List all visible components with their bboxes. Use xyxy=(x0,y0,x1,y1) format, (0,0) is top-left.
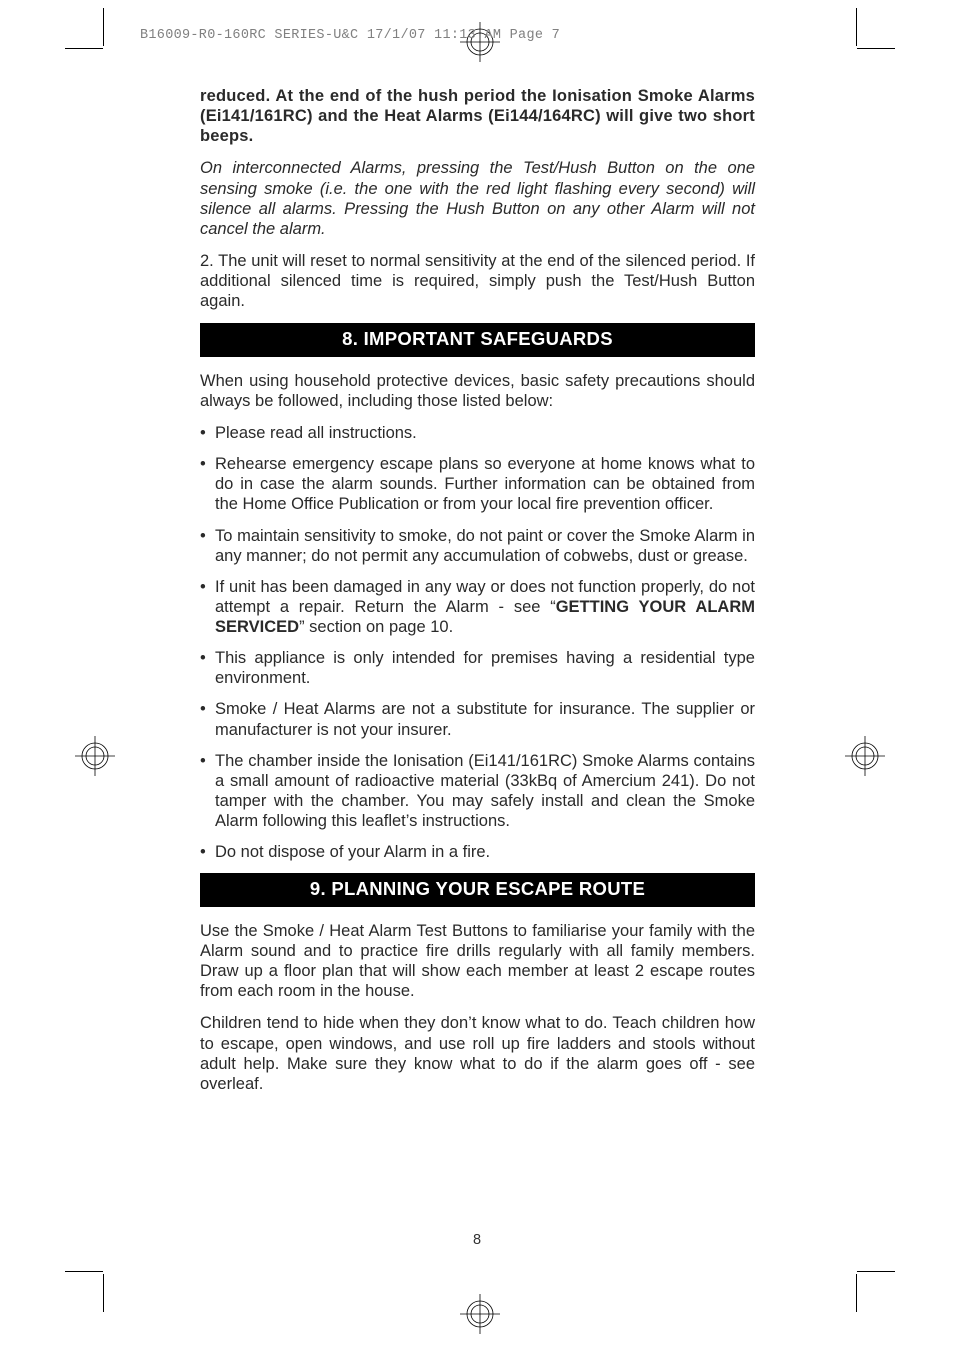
safeguard-text-part: ” section on page 10. xyxy=(299,618,453,636)
crop-mark xyxy=(857,1271,895,1272)
list-item: • The chamber inside the Ionisation (Ei1… xyxy=(200,751,755,832)
safeguard-text: This appliance is only intended for prem… xyxy=(215,648,755,688)
section-8-heading: 8. IMPORTANT SAFEGUARDS xyxy=(200,323,755,357)
section-9-paragraph-1: Use the Smoke / Heat Alarm Test Buttons … xyxy=(200,921,755,1002)
safeguards-list: • Please read all instructions. • Rehear… xyxy=(200,423,755,862)
safeguard-text: Do not dispose of your Alarm in a fire. xyxy=(215,842,755,862)
crop-mark xyxy=(65,1271,103,1272)
crop-mark xyxy=(857,48,895,49)
bullet-icon: • xyxy=(200,526,215,566)
list-item: • To maintain sensitivity to smoke, do n… xyxy=(200,526,755,566)
crop-mark xyxy=(65,48,103,49)
continued-bold-paragraph: reduced. At the end of the hush period t… xyxy=(200,86,755,146)
bullet-icon: • xyxy=(200,454,215,514)
crop-mark xyxy=(856,1274,857,1312)
safeguard-text: Rehearse emergency escape plans so every… xyxy=(215,454,755,514)
step-2-paragraph: 2. The unit will reset to normal sensiti… xyxy=(200,251,755,311)
crop-mark xyxy=(856,8,857,46)
safeguard-text: To maintain sensitivity to smoke, do not… xyxy=(215,526,755,566)
print-header-line: B16009-R0-160RC SERIES-U&C 17/1/07 11:13… xyxy=(140,28,560,43)
page-content: reduced. At the end of the hush period t… xyxy=(200,86,755,1106)
crop-mark xyxy=(103,1274,104,1312)
list-item: • Smoke / Heat Alarms are not a substitu… xyxy=(200,699,755,739)
crop-mark xyxy=(103,8,104,46)
list-item: • Please read all instructions. xyxy=(200,423,755,443)
registration-mark-icon xyxy=(75,736,115,776)
italic-note-paragraph: On interconnected Alarms, pressing the T… xyxy=(200,158,755,239)
list-item: • Rehearse emergency escape plans so eve… xyxy=(200,454,755,514)
section-9-heading: 9. PLANNING YOUR ESCAPE ROUTE xyxy=(200,873,755,907)
section-9-paragraph-2: Children tend to hide when they don’t kn… xyxy=(200,1013,755,1094)
registration-mark-icon xyxy=(845,736,885,776)
safeguard-text: Please read all instructions. xyxy=(215,423,755,443)
page-number: 8 xyxy=(0,1232,954,1248)
list-item: • Do not dispose of your Alarm in a fire… xyxy=(200,842,755,862)
safeguard-text: Smoke / Heat Alarms are not a substitute… xyxy=(215,699,755,739)
bullet-icon: • xyxy=(200,699,215,739)
bullet-icon: • xyxy=(200,842,215,862)
safeguard-text: If unit has been damaged in any way or d… xyxy=(215,577,755,637)
list-item: • This appliance is only intended for pr… xyxy=(200,648,755,688)
bullet-icon: • xyxy=(200,423,215,443)
bullet-icon: • xyxy=(200,648,215,688)
registration-mark-icon xyxy=(460,1294,500,1334)
safeguard-text: The chamber inside the Ionisation (Ei141… xyxy=(215,751,755,832)
section-8-intro: When using household protective devices,… xyxy=(200,371,755,411)
list-item: • If unit has been damaged in any way or… xyxy=(200,577,755,637)
bullet-icon: • xyxy=(200,751,215,832)
bullet-icon: • xyxy=(200,577,215,637)
